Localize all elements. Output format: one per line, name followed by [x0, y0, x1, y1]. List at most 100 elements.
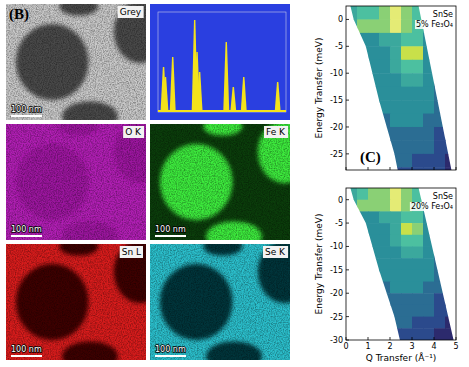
scale-bar	[11, 235, 42, 237]
annotation-patch	[415, 20, 454, 29]
heat-cell	[423, 328, 435, 340]
heat-cell	[368, 19, 380, 33]
scale-bar-label: 100 nm	[155, 345, 186, 354]
scale-bar-label: 100 nm	[11, 225, 42, 234]
heat-cell	[390, 87, 402, 101]
heat-cell	[434, 154, 446, 168]
heat-cell	[368, 258, 380, 270]
heat-cell	[390, 19, 402, 33]
y-tick-label: -20	[330, 123, 343, 132]
heat-cell	[445, 317, 456, 329]
spectrum-peak	[170, 57, 176, 112]
annotation-patch	[432, 10, 454, 19]
heat-cell	[401, 33, 413, 47]
y-tick-label: -30	[330, 336, 343, 345]
title-box	[118, 6, 144, 18]
y-tick	[346, 46, 349, 47]
annotation: 20% Fe₃O₄	[411, 202, 453, 211]
heat-cell	[401, 140, 413, 154]
grain	[150, 124, 290, 240]
heat-cell	[357, 188, 369, 200]
heat-cell	[357, 46, 369, 60]
heat-cell	[390, 73, 402, 87]
heat-cell	[379, 19, 391, 33]
heat-cell	[368, 6, 380, 20]
heat-cell	[434, 73, 446, 87]
heat-cell	[379, 60, 391, 74]
heat-cell	[401, 46, 413, 60]
heat-cell	[379, 114, 391, 128]
heat-cell	[423, 140, 435, 154]
heat-cell	[368, 270, 380, 282]
title-box	[263, 246, 288, 258]
spectrum-peak	[275, 82, 281, 112]
y-tick-label: -10	[330, 242, 343, 251]
heat-cell	[412, 33, 424, 47]
heat-cell	[368, 188, 380, 200]
heat-cell	[412, 60, 424, 74]
panel-label: (C)	[360, 149, 381, 166]
y-tick-label: -25	[330, 150, 343, 159]
spectrum-baseline	[158, 110, 286, 112]
heat-cell	[434, 114, 446, 128]
heat-cell	[368, 60, 380, 74]
heat-cell	[368, 73, 380, 87]
heat-cell	[401, 127, 413, 141]
heat-cell	[401, 223, 413, 235]
panel-label: (B)	[9, 6, 29, 23]
heat-cell	[434, 317, 446, 329]
plot-ground	[346, 6, 456, 170]
heat-cell	[368, 235, 380, 247]
scale-bar-label: 100 nm	[11, 345, 42, 354]
heat-cell	[445, 293, 456, 305]
spectrum-peak	[162, 77, 168, 112]
heat-cell	[434, 282, 446, 294]
heat-cell	[423, 282, 435, 294]
x-tick-label: 2	[387, 342, 392, 351]
heat-cell	[445, 328, 456, 340]
micrograph-title: Grey	[120, 7, 142, 17]
micrograph-title: Sn L	[122, 247, 141, 257]
heat-cell	[390, 282, 402, 294]
heat-cell	[390, 317, 402, 329]
x-tick	[412, 167, 413, 170]
heat-cell	[434, 100, 446, 114]
heat-cell	[390, 223, 402, 235]
heat-cell	[357, 200, 369, 212]
x-tick	[390, 167, 391, 170]
heat-cell	[412, 167, 424, 170]
heat-cell	[368, 100, 380, 114]
heat-cell	[423, 33, 435, 47]
annotation: 5% Fe₃O₄	[416, 20, 453, 29]
heat-cell	[401, 235, 413, 247]
heat-cell	[412, 258, 424, 270]
heat-cell	[379, 246, 391, 258]
heat-cell	[390, 6, 402, 20]
heat-cell	[401, 293, 413, 305]
heat-cell	[390, 270, 402, 282]
heat-cell	[423, 293, 435, 305]
spectrum-peak	[230, 87, 236, 112]
heat-cell	[390, 60, 402, 74]
y-tick	[346, 246, 349, 247]
heat-cell	[401, 317, 413, 329]
heat-cell	[445, 127, 456, 141]
plot-ground	[346, 188, 456, 340]
heat-cell	[390, 200, 402, 212]
grain	[150, 244, 290, 360]
spectrum-peak	[197, 72, 203, 112]
y-tick	[346, 199, 349, 200]
heat-cell	[445, 140, 456, 154]
heat-cell	[368, 223, 380, 235]
plot-frame	[346, 6, 456, 170]
heat-cell	[412, 100, 424, 114]
heat-cell	[445, 167, 456, 170]
micrograph-ground	[6, 244, 146, 360]
heat-cell	[379, 258, 391, 270]
plot-area	[346, 188, 456, 340]
heat-cell	[379, 127, 391, 141]
heat-cell	[368, 200, 380, 212]
y-tick	[346, 269, 349, 270]
x-tick	[346, 167, 347, 170]
heat-cell	[434, 140, 446, 154]
